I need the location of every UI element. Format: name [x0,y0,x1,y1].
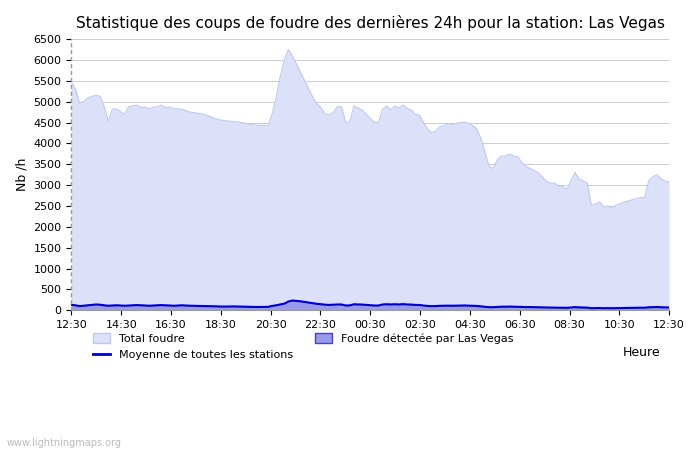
Text: Heure: Heure [622,346,660,359]
Y-axis label: Nb /h: Nb /h [15,158,28,191]
Title: Statistique des coups de foudre des dernières 24h pour la station: Las Vegas: Statistique des coups de foudre des dern… [76,15,665,31]
Text: www.lightningmaps.org: www.lightningmaps.org [7,438,122,448]
Legend: Total foudre, Moyenne de toutes les stations, Foudre détectée par Las Vegas: Total foudre, Moyenne de toutes les stat… [89,328,518,364]
